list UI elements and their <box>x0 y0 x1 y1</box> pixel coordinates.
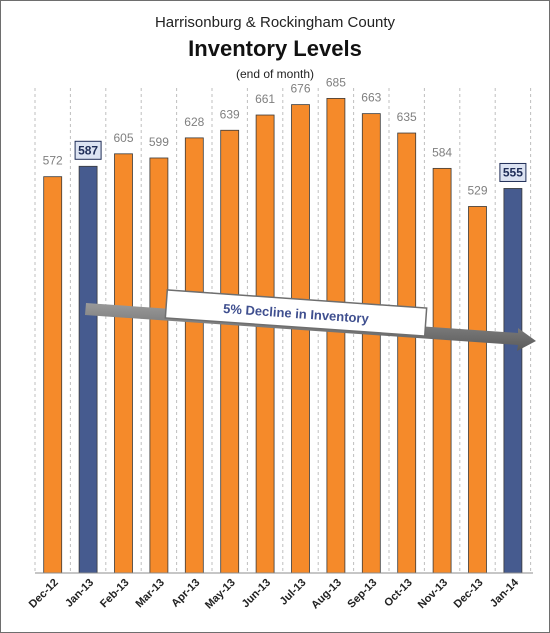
decline-annotation: 5% Decline in Inventory <box>85 289 536 351</box>
value-label: 572 <box>43 154 63 168</box>
x-tick-label: Apr-13 <box>169 577 202 610</box>
bar-nov-13 <box>432 167 452 574</box>
bar-dec-13 <box>468 206 487 574</box>
x-tick-label: Mar-13 <box>133 577 167 611</box>
chart-grid <box>34 88 532 573</box>
chart-supertitle: Harrisonburg & Rockingham County <box>154 14 396 31</box>
chart-bars <box>43 97 523 574</box>
value-label: 663 <box>361 91 381 105</box>
x-tick-label: Feb-13 <box>98 577 132 611</box>
chart-title: Inventory Levels <box>188 36 362 61</box>
value-label: 639 <box>220 107 240 121</box>
bar-jan-13 <box>78 165 98 574</box>
value-labels: 572 587 605 599 628 639 661 676 685 663 635 584 529 5… <box>43 75 527 197</box>
bar-feb-13 <box>114 153 133 574</box>
bar-aug-13 <box>326 97 346 574</box>
value-label: 584 <box>432 145 452 159</box>
value-label: 685 <box>326 75 346 89</box>
bar-jun-13 <box>255 114 275 574</box>
x-tick-label: Sep-13 <box>345 577 379 611</box>
value-label-box <box>74 140 102 160</box>
x-tick-label: Jan-13 <box>63 577 96 610</box>
annotation-box <box>164 289 428 337</box>
value-label: 605 <box>113 131 133 145</box>
value-label: 555 <box>503 165 523 179</box>
x-tick-label: Aug-13 <box>309 577 344 612</box>
x-tick-label: Jun-13 <box>240 577 274 611</box>
x-tick-label: Jan-14 <box>488 576 522 610</box>
x-tick-label: Jul-13 <box>278 577 309 608</box>
bar-sep-13 <box>361 113 381 574</box>
bar-jul-13 <box>291 104 310 574</box>
x-tick-label: Dec-13 <box>452 577 486 611</box>
bar-mar-13 <box>149 157 169 574</box>
value-label: 635 <box>397 110 417 124</box>
value-label: 587 <box>78 143 98 157</box>
value-label: 628 <box>184 115 204 129</box>
bar-jan-14 <box>503 188 523 574</box>
bar-dec-12 <box>43 176 63 574</box>
x-tick-label: Oct-13 <box>382 577 415 610</box>
chart-subtitle: (end of month) <box>235 67 315 81</box>
value-label-box <box>499 162 527 182</box>
bar-apr-13 <box>184 137 204 574</box>
value-label: 676 <box>290 82 310 96</box>
bar-oct-13 <box>397 132 417 574</box>
x-tick-label: Dec-12 <box>27 577 61 611</box>
value-label: 661 <box>255 92 275 106</box>
value-label: 529 <box>467 183 487 197</box>
bar-may-13 <box>220 129 240 574</box>
x-tick-label: May-13 <box>203 577 238 612</box>
x-tick-label: Nov-13 <box>416 577 450 611</box>
x-tick-labels: Dec-12 Jan-13 Feb-13 Mar-13 Apr-13 May-13 Jun-… <box>27 576 522 611</box>
value-label: 599 <box>149 135 169 149</box>
